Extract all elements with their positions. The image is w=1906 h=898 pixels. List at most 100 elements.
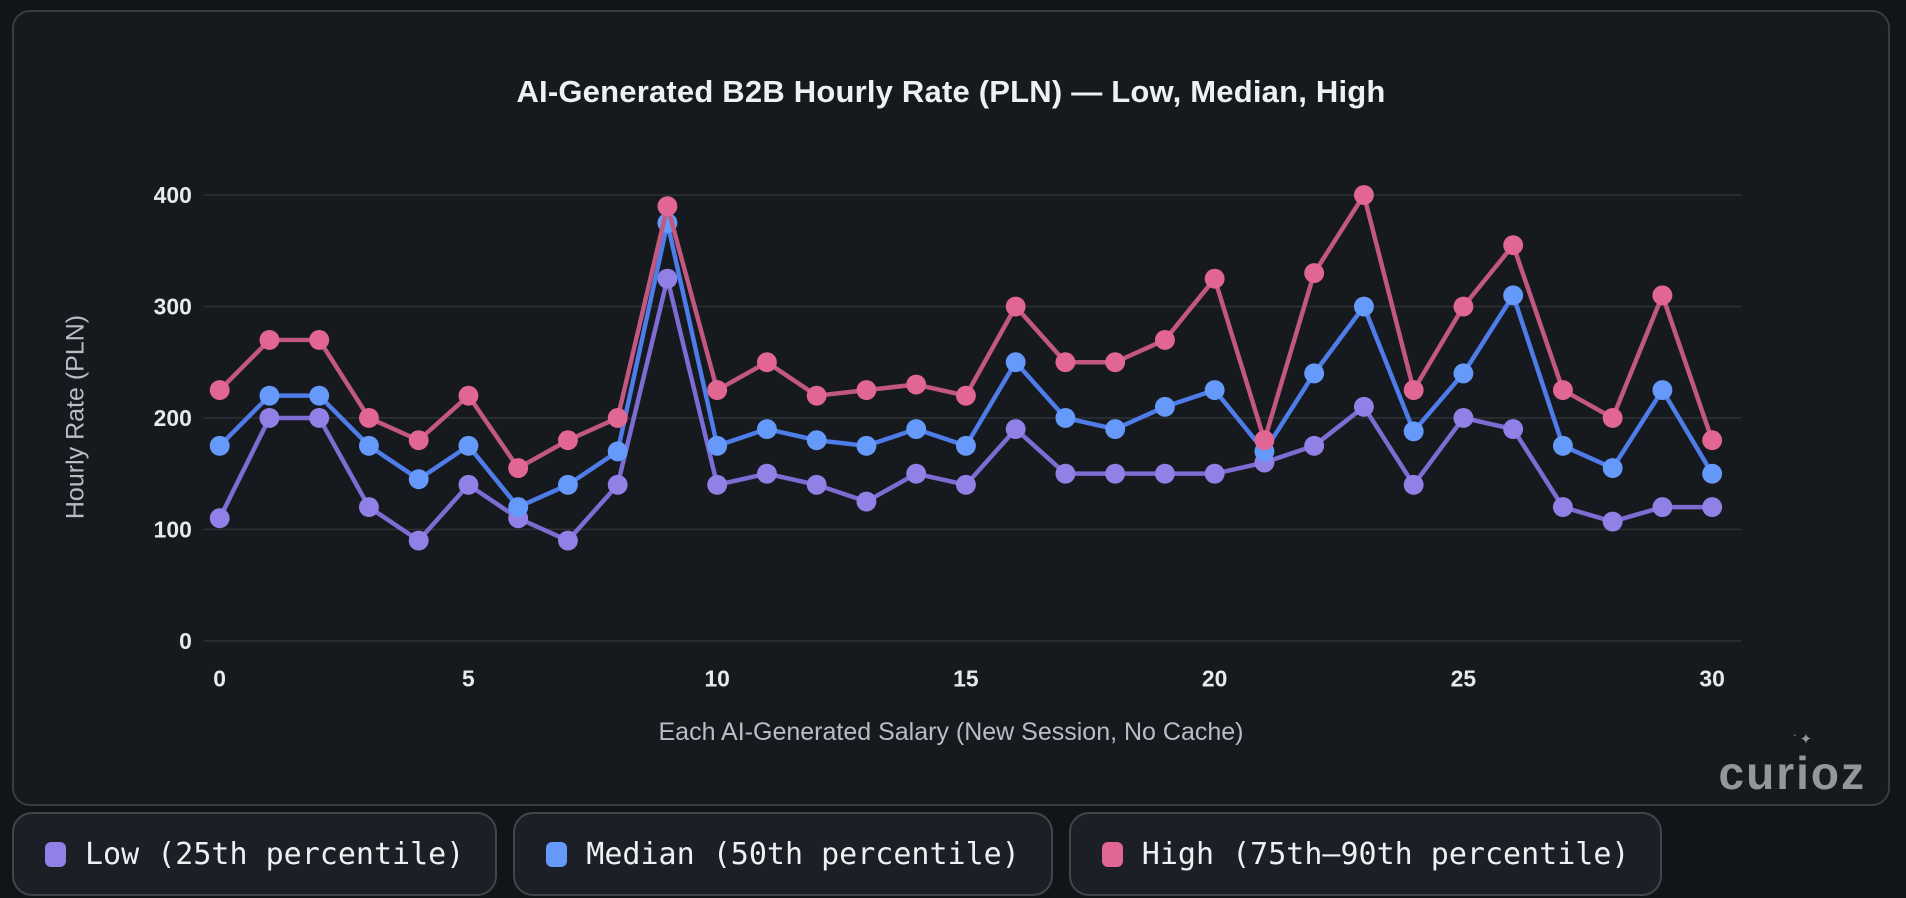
data-point (358, 497, 379, 518)
x-tick-label: 30 (1699, 666, 1724, 692)
data-point (1453, 408, 1474, 428)
data-point (1304, 263, 1325, 284)
data-point (955, 385, 976, 406)
legend-label: Median (50th percentile) (586, 836, 1020, 872)
data-point (309, 329, 330, 350)
data-point (607, 408, 628, 428)
data-point (1304, 363, 1325, 384)
y-tick-label: 300 (154, 293, 192, 319)
data-point (1602, 458, 1623, 479)
data-point (1652, 497, 1673, 518)
chart-title: AI-Generated B2B Hourly Rate (PLN) — Low… (516, 74, 1386, 109)
x-tick-label: 10 (704, 666, 729, 692)
data-point (906, 419, 927, 440)
data-point (1005, 352, 1026, 373)
data-point (1204, 268, 1225, 289)
data-point (508, 458, 529, 479)
data-point (259, 329, 280, 350)
data-point (756, 463, 777, 484)
legend-item-low[interactable]: Low (25th percentile) (12, 812, 498, 896)
data-point (955, 435, 976, 456)
data-point (458, 474, 479, 495)
data-point (1552, 380, 1573, 401)
data-point (906, 463, 927, 484)
legend-label: Low (25th percentile) (85, 836, 465, 872)
data-point (1005, 419, 1026, 440)
data-point (906, 374, 927, 395)
data-point (1702, 463, 1723, 484)
data-point (1254, 430, 1275, 451)
y-tick-label: 400 (154, 182, 192, 208)
data-point (756, 352, 777, 373)
legend-item-median[interactable]: Median (50th percentile) (513, 812, 1053, 896)
data-point (1304, 435, 1325, 456)
median-series-swatch-icon (546, 841, 568, 867)
data-point (1055, 408, 1076, 428)
y-tick-label: 200 (154, 405, 192, 431)
x-tick-label: 25 (1451, 666, 1477, 692)
data-point (358, 435, 379, 456)
data-point (1353, 296, 1374, 317)
data-point (1005, 296, 1026, 317)
data-point (1403, 421, 1424, 442)
data-point (209, 508, 230, 529)
series-line-1 (217, 220, 1715, 510)
low-series-swatch-icon (45, 841, 66, 867)
data-point (806, 385, 827, 406)
data-point (1204, 463, 1225, 484)
data-point (309, 408, 330, 428)
data-point (309, 385, 330, 406)
data-point (1503, 235, 1524, 256)
data-point (1204, 380, 1225, 401)
data-point (1105, 463, 1126, 484)
data-point (1353, 396, 1374, 417)
data-point (557, 530, 578, 551)
data-point (955, 474, 976, 495)
data-point (557, 474, 578, 495)
data-point (856, 435, 877, 456)
data-point (707, 474, 728, 495)
data-point (1552, 435, 1573, 456)
x-tick-label: 0 (213, 666, 226, 692)
data-point (259, 385, 280, 406)
data-point (1105, 419, 1126, 440)
chart-legend: Low (25th percentile) Median (50th perce… (12, 812, 1663, 896)
data-point (1602, 408, 1623, 428)
x-tick-label: 15 (953, 666, 979, 692)
data-point (1154, 329, 1175, 350)
high-series-swatch-icon (1101, 841, 1123, 867)
data-point (856, 380, 877, 401)
line-chart: 0 100 200 300 400 0 5 10 15 20 25 30 (154, 182, 1742, 692)
data-point (1652, 285, 1673, 306)
data-point (1702, 430, 1723, 451)
data-point (806, 474, 827, 495)
data-point (1602, 511, 1623, 532)
data-point (607, 441, 628, 462)
data-point (408, 430, 429, 451)
data-point (408, 469, 429, 490)
data-point (557, 430, 578, 451)
data-point (1552, 497, 1573, 518)
data-point (1055, 352, 1076, 373)
x-tick-label: 20 (1202, 666, 1227, 692)
data-point (1353, 185, 1374, 206)
data-point (856, 491, 877, 512)
data-point (1105, 352, 1126, 373)
chart-card: AI-Generated B2B Hourly Rate (PLN) — Low… (12, 10, 1890, 806)
data-point (209, 380, 230, 401)
x-axis-label: Each AI-Generated Salary (New Session, N… (658, 718, 1244, 746)
data-point (607, 474, 628, 495)
brand-name: curioz (1718, 747, 1866, 799)
data-point (1702, 497, 1723, 518)
data-point (707, 380, 728, 401)
data-point (1403, 474, 1424, 495)
sparkle-icon: ✦ (1793, 728, 1815, 747)
data-point (657, 268, 678, 289)
data-point (1403, 380, 1424, 401)
x-tick-label: 5 (462, 666, 475, 692)
y-axis-label: Hourly Rate (PLN) (61, 314, 90, 520)
y-tick-label: 0 (179, 628, 192, 654)
data-point (1503, 419, 1524, 440)
legend-item-high[interactable]: High (75th–90th percentile) (1068, 812, 1663, 896)
data-point (657, 196, 678, 217)
